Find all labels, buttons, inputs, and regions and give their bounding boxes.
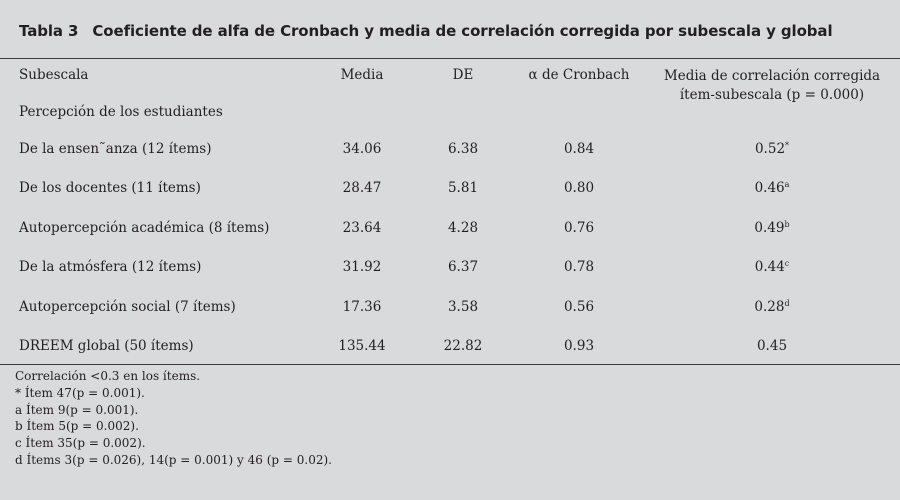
table-title-text: Coeficiente de alfa de Cronbach y media …	[92, 22, 833, 40]
note-line: d Ítems 3(p = 0.026), 14(p = 0.001) y 46…	[15, 452, 332, 467]
cell-correlacion-text: 0.28	[754, 299, 785, 315]
cell-alpha: 0.78	[564, 259, 594, 275]
cell-de-text: 22.82	[443, 338, 483, 354]
cell-correlacion: 0.46a	[755, 180, 790, 196]
cell-de: 5.81	[448, 180, 478, 196]
cell-alpha: 0.93	[564, 338, 594, 354]
cell-de-text: 6.38	[447, 141, 479, 157]
table-notes: Correlación <0.3 en los ítems. * Ítem 47…	[15, 368, 332, 469]
cell-correlacion: 0.52*	[755, 141, 789, 157]
header-subescala: Subescala	[19, 67, 89, 83]
table-label: Tabla 3	[19, 22, 79, 40]
footnote-mark: *	[785, 141, 790, 150]
cell-correlacion: 0.49b	[754, 220, 789, 236]
cell-subescala-text: Autopercepción social (7 ítems)	[19, 299, 236, 315]
cell-subescala-text: De los docentes (11 ítems)	[19, 180, 201, 196]
subsection-label: Percepción de los estudiantes	[19, 104, 223, 120]
cell-alpha-text: 0.76	[563, 220, 595, 236]
header-correlacion-line2: ítem-subescala (p = 0.000)	[679, 87, 865, 103]
cell-media: 34.06	[343, 141, 382, 157]
cell-subescala-text: De la ensen˜anza (12 ítems)	[19, 141, 212, 157]
cell-alpha: 0.84	[564, 141, 594, 157]
cell-media: 31.92	[343, 259, 382, 275]
footnote-mark: d	[784, 299, 790, 308]
table-title: Tabla 3 Coeficiente de alfa de Cronbach y…	[19, 22, 833, 40]
cell-media-text: 135.44	[338, 338, 386, 354]
cell-de-text: 3.58	[447, 299, 479, 315]
cell-alpha: 0.56	[564, 299, 594, 315]
cell-alpha-text: 0.84	[563, 141, 595, 157]
cell-subescala-text: DREEM global (50 ítems)	[19, 338, 194, 354]
header-de: DE	[452, 67, 474, 83]
cell-media-text: 31.92	[342, 259, 382, 275]
cell-subescala: De los docentes (11 ítems)	[19, 180, 201, 196]
cell-subescala-text: Autopercepción académica (8 ítems)	[19, 220, 270, 236]
cell-correlacion-text: 0.46	[754, 180, 785, 196]
cell-de-text: 4.28	[447, 220, 479, 236]
cell-alpha: 0.80	[564, 180, 594, 196]
cell-de: 3.58	[448, 299, 478, 315]
cell-media-text: 17.36	[342, 299, 382, 315]
cell-alpha-text: 0.80	[563, 180, 595, 196]
cell-subescala-text: De la atmósfera (12 ítems)	[19, 259, 202, 275]
note-line: a Ítem 9(p = 0.001).	[15, 402, 139, 417]
note-line: * Ítem 47(p = 0.001).	[15, 385, 145, 400]
cell-correlacion: 0.28d	[754, 299, 789, 315]
footnote-mark: b	[784, 220, 790, 229]
cell-subescala: Autopercepción social (7 ítems)	[19, 299, 236, 315]
cell-subescala: DREEM global (50 ítems)	[19, 338, 194, 354]
footnote-mark: a	[784, 180, 790, 189]
note-line: b Ítem 5(p = 0.002).	[15, 419, 139, 434]
cell-de: 6.38	[448, 141, 478, 157]
cell-subescala: Autopercepción académica (8 ítems)	[19, 220, 269, 236]
cell-de: 22.82	[444, 338, 483, 354]
cell-media-text: 23.64	[342, 220, 382, 236]
header-alpha: α de Cronbach	[528, 67, 630, 83]
cell-media: 28.47	[343, 180, 382, 196]
cell-media: 23.64	[343, 220, 382, 236]
footnote-mark: c	[784, 259, 790, 268]
cell-de-text: 5.81	[447, 180, 479, 196]
bottom-rule	[0, 364, 900, 365]
cell-alpha-text: 0.78	[563, 259, 595, 275]
cell-correlacion: 0.44c	[755, 259, 790, 275]
cell-subescala: De la ensen˜anza (12 ítems)	[19, 141, 211, 157]
note-line: c Ítem 35(p = 0.002).	[15, 436, 146, 451]
cell-media: 17.36	[343, 299, 382, 315]
cell-subescala: De la atmósfera (12 ítems)	[19, 259, 201, 275]
header-correlacion: Media de correlación corregida ítem-sube…	[664, 67, 880, 105]
cell-alpha-text: 0.93	[563, 338, 595, 354]
cell-alpha-text: 0.56	[563, 299, 595, 315]
header-media: Media	[340, 67, 384, 83]
header-correlacion-line1: Media de correlación corregida	[663, 68, 881, 84]
cell-correlacion-text: 0.45	[756, 338, 788, 354]
cell-media-text: 34.06	[342, 141, 382, 157]
cell-correlacion: 0.45	[757, 338, 787, 354]
cell-media-text: 28.47	[342, 180, 382, 196]
cell-correlacion-text: 0.49	[754, 220, 785, 236]
cell-correlacion-text: 0.44	[754, 259, 785, 275]
top-rule	[0, 58, 900, 59]
cell-correlacion-text: 0.52	[754, 141, 786, 157]
cell-de-text: 6.37	[447, 259, 479, 275]
cell-alpha: 0.76	[564, 220, 594, 236]
cell-media: 135.44	[338, 338, 385, 354]
cell-de: 4.28	[448, 220, 478, 236]
cell-de: 6.37	[448, 259, 478, 275]
note-line: Correlación <0.3 en los ítems.	[15, 369, 201, 383]
